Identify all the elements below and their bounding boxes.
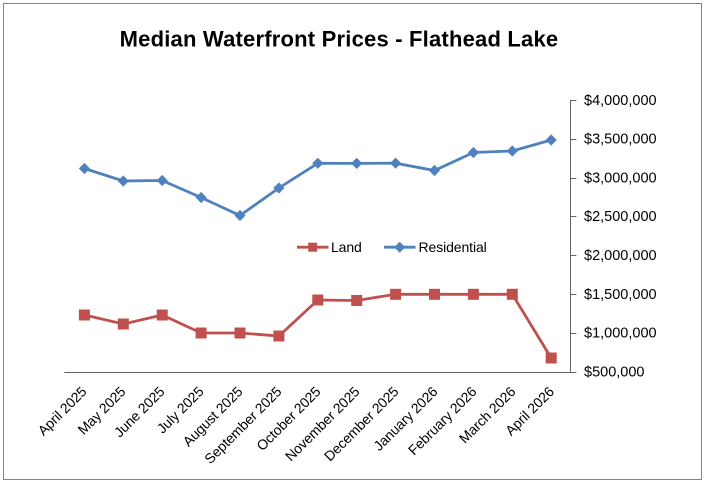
svg-text:$2,500,000: $2,500,000 <box>584 209 657 225</box>
svg-text:$2,000,000: $2,000,000 <box>584 248 657 264</box>
svg-text:$1,000,000: $1,000,000 <box>584 326 657 342</box>
svg-text:Median Waterfront Prices - Fla: Median Waterfront Prices - Flathead Lake <box>120 27 559 52</box>
svg-text:$4,000,000: $4,000,000 <box>584 93 657 109</box>
svg-text:$500,000: $500,000 <box>584 364 644 380</box>
svg-text:$3,000,000: $3,000,000 <box>584 170 657 186</box>
svg-text:February 2026: February 2026 <box>405 383 480 458</box>
svg-text:$1,500,000: $1,500,000 <box>584 287 657 303</box>
svg-text:Residential: Residential <box>419 239 487 255</box>
svg-text:$3,500,000: $3,500,000 <box>584 132 657 148</box>
svg-text:Land: Land <box>331 239 362 255</box>
